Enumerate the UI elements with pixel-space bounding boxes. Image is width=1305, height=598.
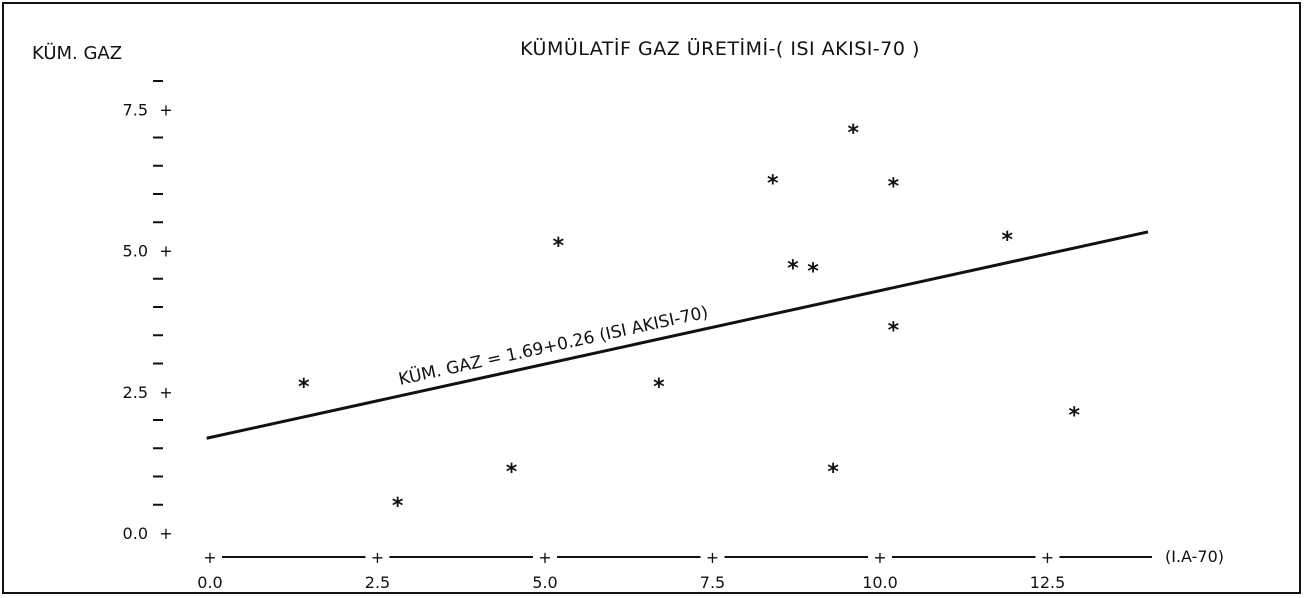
x-tick-mark: + [706,548,719,567]
data-point: * [767,172,779,197]
x-tick-label: 2.5 [365,573,390,592]
x-tick-label: 5.0 [532,573,557,592]
data-point: * [847,121,859,146]
y-axis-label: KÜM. GAZ [32,42,122,64]
y-tick-label: 7.5 [123,100,148,119]
data-point: * [392,494,404,519]
data-point: * [888,175,900,200]
x-tick-mark: + [203,548,216,567]
x-tick-label: 7.5 [700,573,725,592]
y-tick-label: 5.0 [123,242,148,261]
data-point: * [888,319,900,344]
y-axis: +0.0 +2.5 +5.0 +7.5 [123,80,173,543]
data-point: * [807,259,819,284]
data-point: * [653,375,665,400]
x-tick-mark: + [371,548,384,567]
chart-title: KÜMÜLATİF GAZ ÜRETİMİ-( ISI AKISI-70 ) [520,37,920,60]
y-tick-mark: + [159,383,172,402]
data-points: * * * * * * * * * * * * * * [298,121,1081,519]
y-tick-mark: + [159,242,172,261]
x-tick-label: 10.0 [862,573,898,592]
regression-line [206,230,1149,440]
x-tick-label: 12.5 [1030,573,1066,592]
x-axis-label: (I.A-70) [1165,547,1224,566]
y-tick-mark: + [159,100,172,119]
y-tick-mark: + [159,524,172,543]
x-tick-label: 0.0 [197,573,222,592]
y-tick-label: 2.5 [123,383,148,402]
x-tick-mark: + [538,548,551,567]
data-point: * [506,460,518,485]
x-tick-mark: + [1041,548,1054,567]
y-tick-label: 0.0 [123,524,148,543]
x-axis: +0.0 +2.5 +5.0 +7.5 +10.0 +12.5 [197,548,1152,592]
data-point: * [787,256,799,281]
data-point: * [1002,228,1014,253]
data-point: * [553,234,565,259]
data-point: * [827,460,839,485]
data-point: * [1069,403,1081,428]
data-point: * [298,375,310,400]
x-tick-mark: + [873,548,886,567]
